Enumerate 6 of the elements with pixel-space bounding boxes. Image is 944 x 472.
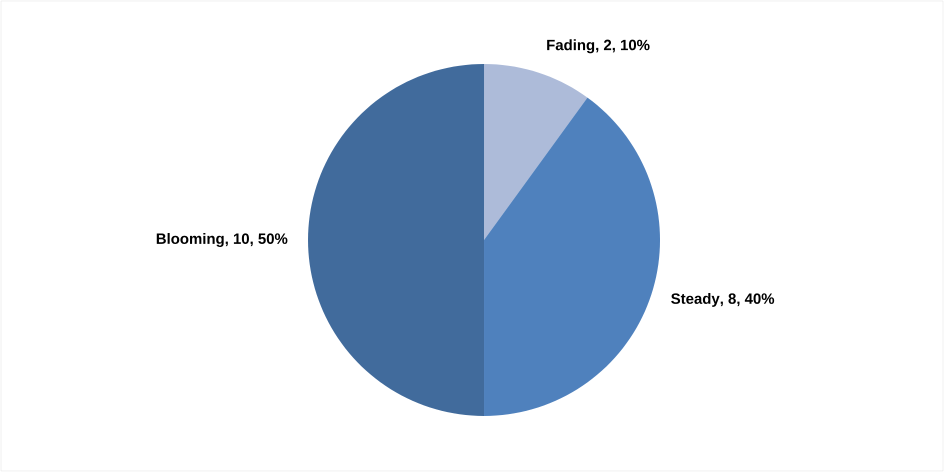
slice-label: Fading: [547, 39, 594, 54]
data-label: , 10, 50%: [226, 233, 288, 246]
data-label: , 8, 40%: [720, 293, 774, 306]
slice-label: Blooming: [156, 232, 224, 247]
slice-label: Steady: [671, 292, 720, 307]
data-label: , 2, 10%: [596, 40, 650, 52]
